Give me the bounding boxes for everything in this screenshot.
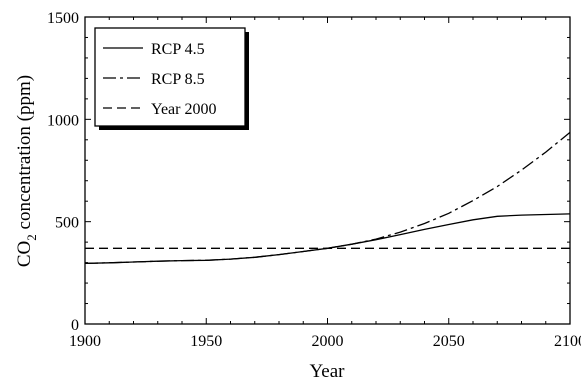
y-tick-label-1500: 1500 <box>47 10 79 27</box>
x-axis-title: Year <box>309 361 345 382</box>
legend: RCP 4.5 RCP 8.5 Year 2000 <box>94 27 249 130</box>
x-tick-label-1950: 1950 <box>190 333 222 350</box>
legend-label-rcp-8-5: RCP 8.5 <box>151 71 205 88</box>
x-tick-label-2000: 2000 <box>312 333 344 350</box>
plot-marks <box>84 131 571 265</box>
legend-box <box>94 27 246 127</box>
y-tick-label-500: 500 <box>55 215 79 232</box>
y-tick-label-1000: 1000 <box>47 112 79 129</box>
y-axis-title: CO2 concentration (ppm) <box>14 75 39 267</box>
x-tick-label-2050: 2050 <box>433 333 465 350</box>
legend-label-year-2000: Year 2000 <box>151 101 216 118</box>
legend-label-rcp-4-5: RCP 4.5 <box>151 41 205 58</box>
y-tick-label-0: 0 <box>71 317 79 334</box>
x-tick-label-1900: 1900 <box>69 333 101 350</box>
series-line-rcp-8-5 <box>84 131 571 265</box>
series-line-rcp-4-5 <box>84 213 571 265</box>
